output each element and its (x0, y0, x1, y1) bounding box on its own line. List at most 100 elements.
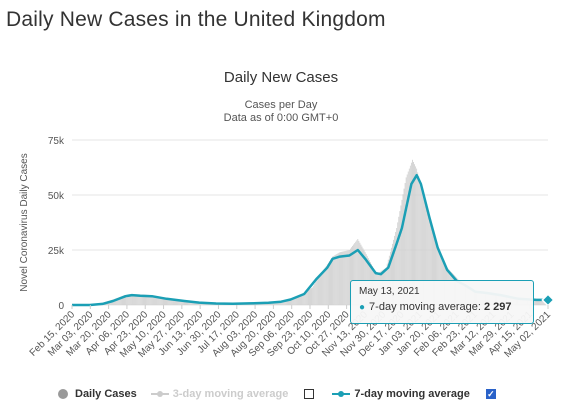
daily-case-bar (325, 265, 327, 305)
daily-case-bar (417, 172, 419, 305)
daily-case-bar (293, 298, 295, 305)
daily-case-bar (317, 278, 319, 305)
daily-case-bar (316, 280, 318, 305)
daily-case-bar (133, 294, 135, 305)
daily-case-bar (403, 188, 405, 305)
daily-case-bar (339, 252, 341, 305)
daily-case-bar (120, 296, 122, 305)
daily-case-bar (156, 296, 158, 305)
daily-case-bar (174, 299, 176, 305)
daily-case-bar (402, 194, 404, 305)
daily-case-bar (318, 277, 320, 305)
daily-case-bar (435, 241, 436, 305)
daily-case-bar (306, 290, 308, 305)
daily-case-bar (433, 234, 434, 305)
daily-case-bar (308, 290, 309, 305)
legend-daily-cases[interactable]: Daily Cases (58, 388, 137, 400)
daily-case-bar (352, 245, 353, 305)
daily-case-bar (137, 294, 139, 305)
daily-case-bar (418, 176, 420, 305)
daily-case-bar (146, 294, 148, 305)
daily-case-bar (407, 171, 409, 305)
daily-case-bar (134, 294, 136, 305)
daily-case-bar (409, 165, 411, 305)
daily-case-bar (364, 252, 366, 305)
daily-case-bar (159, 296, 161, 305)
y-tick-label: 0 (58, 301, 64, 312)
legend-line-marker-icon (150, 391, 169, 397)
daily-case-bar (440, 253, 442, 305)
daily-case-bar (427, 212, 429, 305)
daily-case-bar (304, 292, 306, 305)
daily-case-bar (299, 295, 301, 305)
daily-case-bar (533, 300, 535, 305)
daily-case-bar (140, 294, 142, 305)
3day-average-checkbox[interactable] (304, 389, 315, 399)
daily-case-bar (361, 246, 363, 305)
daily-case-bar (136, 294, 138, 305)
daily-case-bar (415, 166, 417, 305)
daily-case-bar (322, 270, 324, 305)
moving-average-line-group (72, 173, 555, 307)
daily-case-bar (282, 301, 284, 305)
daily-case-bar (437, 246, 439, 305)
daily-case-bar (154, 295, 156, 305)
daily-case-bar (276, 301, 278, 305)
daily-case-bar (164, 297, 165, 305)
daily-case-bar (422, 191, 424, 305)
daily-case-bar (303, 292, 305, 305)
daily-case-bar (391, 247, 392, 305)
daily-case-bar (147, 294, 149, 305)
daily-case-bar (127, 294, 129, 305)
daily-case-bar (116, 297, 118, 305)
daily-case-bar (360, 244, 362, 305)
daily-case-bar (363, 250, 365, 305)
daily-case-bar (143, 294, 144, 305)
daily-case-bar (296, 297, 298, 305)
daily-case-bar (394, 235, 396, 305)
daily-case-bar (355, 241, 357, 305)
legend-7day-average[interactable]: 7-day moving average (332, 388, 470, 400)
daily-case-bar (141, 294, 143, 305)
daily-case-bar (151, 295, 153, 305)
daily-case-bar (392, 243, 393, 305)
daily-case-bar (130, 294, 132, 305)
daily-case-bar (145, 294, 146, 305)
daily-case-bar (274, 302, 276, 305)
daily-case-bar (408, 168, 410, 305)
daily-case-bar (320, 273, 322, 305)
daily-case-bar (323, 268, 325, 305)
daily-case-bar (395, 231, 397, 305)
daily-case-bar (425, 203, 427, 305)
y-axis-label: Novel Coronavirus Daily Cases (19, 153, 30, 291)
daily-case-bar (290, 299, 291, 305)
tooltip-row: ● 7-day moving average: 2 297 (359, 301, 525, 313)
daily-case-bar (285, 300, 287, 305)
daily-case-bar (135, 294, 137, 305)
daily-case-bar (279, 301, 281, 305)
daily-case-bar (149, 294, 151, 305)
daily-case-bar (356, 240, 358, 305)
7day-average-checkbox[interactable]: ✓ (485, 389, 496, 399)
daily-case-bar (348, 250, 350, 305)
daily-case-bar (139, 294, 141, 305)
daily-case-bar (281, 301, 283, 305)
daily-case-bar (158, 296, 160, 305)
daily-case-bar (365, 254, 367, 305)
chart-subtitle-cases-per-day: Cases per Day (245, 99, 318, 111)
daily-case-bar (428, 217, 430, 305)
daily-case-bar (397, 222, 399, 305)
daily-case-bar (176, 299, 178, 305)
daily-case-bar (181, 300, 183, 305)
legend-3day-average[interactable]: 3-day moving average (150, 388, 288, 400)
daily-case-bar (277, 301, 279, 305)
daily-case-bar (168, 298, 170, 305)
daily-case-bar (301, 294, 303, 305)
daily-case-bar (538, 300, 539, 305)
daily-case-bar (416, 168, 418, 305)
daily-case-bar (193, 301, 195, 305)
daily-case-bar (124, 295, 125, 305)
daily-case-bar (291, 299, 293, 305)
daily-case-bar (534, 300, 536, 305)
